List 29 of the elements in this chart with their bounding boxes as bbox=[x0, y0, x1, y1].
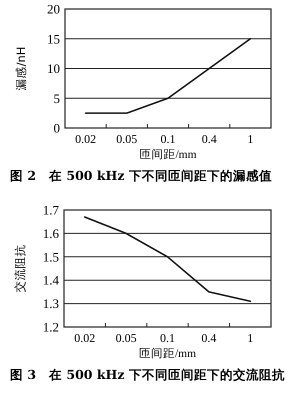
y-tick-label: 15 bbox=[47, 31, 60, 46]
y-axis-title: 漏感/nH bbox=[14, 46, 28, 90]
y-tick-label: 20 bbox=[47, 2, 60, 16]
line-series bbox=[84, 38, 252, 114]
y-tick-label: 1.7 bbox=[42, 202, 60, 218]
text: 图 3 在 500 kHz 下不同匝间距下的交流阻抗 bbox=[10, 367, 285, 382]
x-tick-label: 0.05 bbox=[116, 132, 138, 146]
x-axis-title: 匝间距/mm bbox=[138, 347, 196, 360]
y-tick-label: 1.3 bbox=[42, 296, 59, 312]
x-tick-label: 0.4 bbox=[202, 132, 217, 146]
y-tick-label: 1.6 bbox=[42, 226, 60, 241]
x-tick-label: 1 bbox=[247, 132, 254, 146]
y-axis-title: 交流阻抗 bbox=[13, 244, 27, 292]
x-tick-label: 1 bbox=[247, 331, 254, 345]
x-tick-label: 0.1 bbox=[160, 331, 175, 345]
y-tick-label: 1.2 bbox=[42, 320, 59, 334]
x-tick-label: 0.1 bbox=[160, 132, 176, 146]
y-tick-label: 10 bbox=[47, 61, 60, 76]
x-tick-label: 0.4 bbox=[201, 331, 216, 345]
y-tick-label: 5 bbox=[54, 90, 60, 106]
y-tick-label: 0 bbox=[54, 120, 60, 136]
text: 图 2 在 500 kHz 下不同匝间距下的漏感值 bbox=[10, 168, 272, 183]
x-axis-title: 匝间距/mm bbox=[139, 148, 197, 161]
line-series bbox=[84, 216, 252, 302]
y-tick-label: 1.5 bbox=[42, 249, 59, 264]
x-tick-label: 0.05 bbox=[116, 331, 137, 345]
x-tick-label: 0.02 bbox=[74, 331, 96, 345]
y-tick-label: 1.4 bbox=[42, 272, 60, 288]
x-tick-label: 0.02 bbox=[75, 132, 96, 146]
